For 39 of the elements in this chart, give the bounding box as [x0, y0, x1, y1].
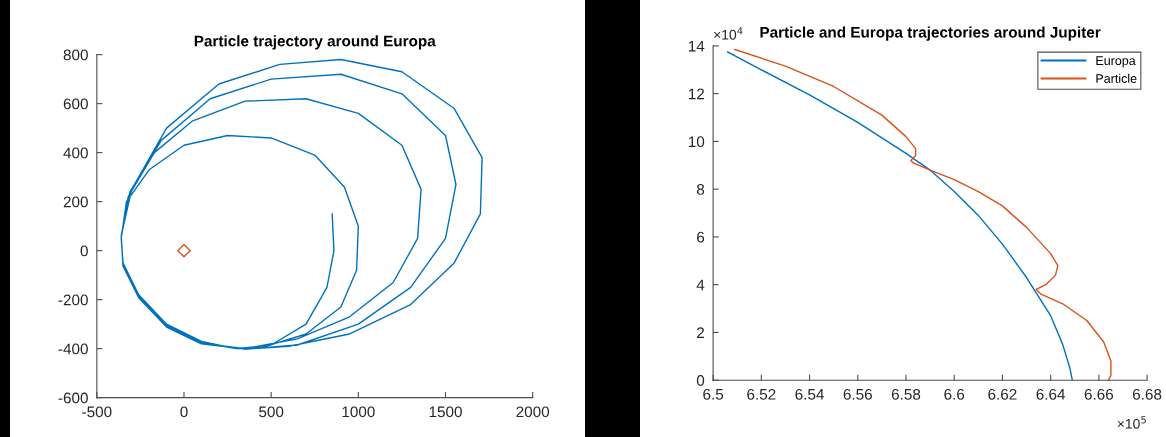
x-tick-label: 6.68 [1132, 388, 1162, 400]
x-tick-label: 6.56 [843, 388, 872, 400]
y-tick-label: 14 [688, 40, 705, 52]
x-tick-label: 6.54 [795, 388, 824, 400]
y-tick-label: 4 [696, 279, 705, 291]
y-tick-label: -200 [58, 294, 88, 306]
x-tick-label: 0 [180, 406, 188, 418]
chart-title: Particle trajectory around Europa [194, 35, 436, 50]
x-tick-label: 1000 [342, 406, 375, 418]
x-tick-label: 6.58 [891, 388, 921, 400]
x-tick-label: 6.64 [1036, 388, 1066, 400]
legend-label: Europa [1096, 56, 1136, 68]
x-tick-label: 6.62 [988, 388, 1017, 400]
y-tick-label: 10 [688, 136, 705, 148]
y-tick-label: 2 [697, 327, 705, 338]
x-tick-label: 6.66 [1084, 388, 1114, 400]
y-tick-label: 600 [63, 98, 88, 110]
y-tick-label: 8 [696, 184, 705, 195]
y-tick-label: 200 [63, 196, 88, 208]
line-series [120, 58, 483, 350]
legend-label: Particle [1096, 73, 1137, 83]
y-tick-label: -600 [58, 392, 88, 404]
y-tick-label: 400 [63, 147, 88, 159]
y-tick-label: -400 [58, 343, 88, 355]
y-tick-label: 800 [63, 49, 88, 61]
x-tick-label: 2000 [516, 406, 550, 418]
y-tick-label: 0 [80, 245, 88, 257]
x-tick-label: -500 [82, 406, 112, 418]
x-tick-label: 6.52 [747, 388, 776, 400]
x-tick-label: 6.5 [703, 388, 724, 400]
text: ×10$^{5}$ [1117, 416, 1146, 429]
chart-title: Particle and Europa trajectories around Jupiter [760, 26, 1101, 41]
x-tick-label: 6.6 [944, 388, 965, 400]
x-tick-label: 500 [259, 406, 284, 418]
y-tick-label: 6 [697, 231, 705, 243]
x-tick-label: 1500 [429, 406, 462, 418]
y-tick-label: 0 [696, 375, 705, 386]
text: ×10$^{4}$ [714, 27, 743, 40]
y-tick-label: 12 [688, 88, 705, 100]
